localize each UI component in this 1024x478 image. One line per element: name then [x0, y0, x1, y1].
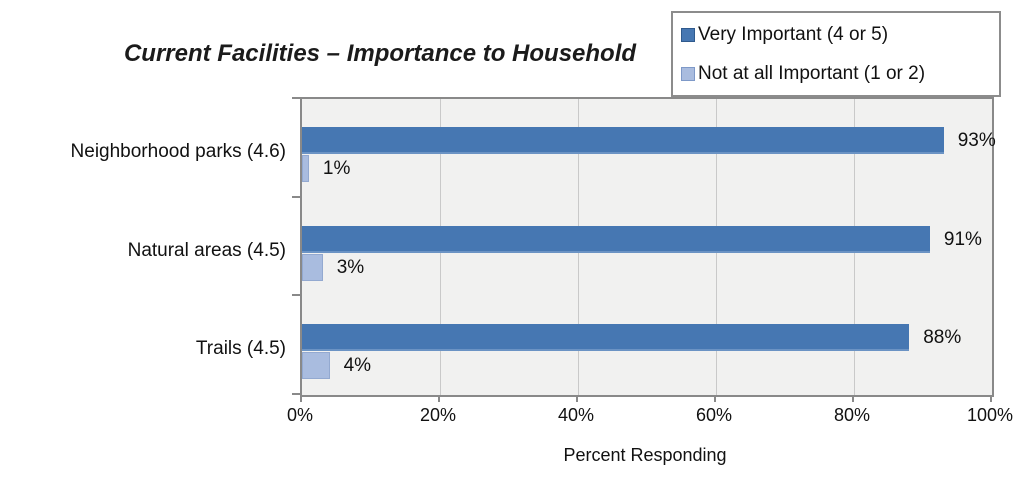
- legend-item-very-important: Very Important (4 or 5): [681, 16, 999, 54]
- bar-value-label: 93%: [957, 130, 996, 151]
- bar-not-important: [302, 352, 330, 380]
- category-label: Trails (4.5): [195, 338, 286, 360]
- bar-very-important: [302, 225, 930, 253]
- bar-value-label: 91%: [943, 228, 982, 250]
- x-axis-title: Percent Responding: [563, 445, 727, 465]
- plot-area: 93% 1% 91% 3% 88% 4%: [300, 97, 996, 397]
- legend-item-not-important: Not at all Important (1 or 2): [681, 55, 999, 93]
- legend-swatch-dark-icon: [681, 27, 695, 42]
- bar-very-important: [302, 127, 944, 154]
- x-axis-tick-label: 0%: [286, 405, 313, 425]
- x-axis-tick: [300, 395, 302, 402]
- chart-title: Current Facilities – Importance to House…: [123, 40, 637, 67]
- bar-very-important: [302, 324, 910, 352]
- y-axis-tick: [292, 196, 300, 198]
- legend-label: Not at all Important (1 or 2): [698, 62, 926, 84]
- x-axis-tick-label: 100%: [966, 405, 1014, 425]
- x-axis-tick: [714, 395, 716, 402]
- legend-label: Very Important (4 or 5): [698, 23, 889, 45]
- bar-not-important: [302, 155, 309, 182]
- legend-swatch-light-icon: [681, 66, 695, 81]
- x-axis-tick: [576, 395, 578, 402]
- bar-value-label: 88%: [923, 327, 962, 349]
- x-axis-tick-label: 20%: [419, 405, 457, 425]
- bar-value-label: 1%: [322, 158, 351, 179]
- x-axis-tick: [990, 395, 992, 402]
- category-label: Natural areas (4.5): [127, 239, 286, 261]
- legend: Very Important (4 or 5) Not at all Impor…: [671, 11, 1001, 97]
- bar-value-label: 3%: [336, 256, 365, 278]
- y-axis-tick: [292, 393, 300, 395]
- category-label: Neighborhood parks (4.6): [70, 141, 286, 162]
- bar-not-important: [302, 253, 323, 281]
- y-axis-tick: [292, 97, 300, 99]
- y-axis-tick: [292, 294, 300, 296]
- x-axis-tick-label: 80%: [833, 405, 871, 425]
- x-axis-tick: [438, 395, 440, 402]
- x-axis-tick-label: 60%: [695, 405, 733, 425]
- x-axis-tick: [852, 395, 854, 402]
- bar-value-label: 4%: [343, 355, 372, 377]
- x-axis-tick-label: 40%: [557, 405, 595, 425]
